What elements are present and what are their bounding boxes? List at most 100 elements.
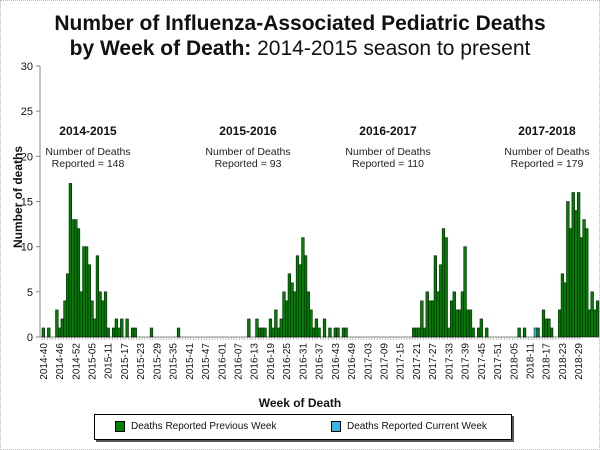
season-line1: Number of Deaths xyxy=(345,146,431,158)
bar-previous-week xyxy=(568,228,573,338)
season-line2: Reported = 110 xyxy=(352,158,424,170)
y-tick-label: 15 xyxy=(21,197,33,209)
season-label: 2014-2015 xyxy=(59,124,117,138)
bar-previous-week xyxy=(114,318,118,338)
bar-previous-week xyxy=(306,291,310,338)
bar-previous-week xyxy=(468,309,473,338)
bar-previous-week xyxy=(112,327,116,338)
chart-title-line1: Number of Influenza-Associated Pediatric… xyxy=(54,12,546,35)
bar-previous-week xyxy=(341,327,346,338)
x-tick-label: 2017-45 xyxy=(477,343,488,380)
y-tick-label: 5 xyxy=(27,287,33,299)
bar-previous-week xyxy=(79,291,83,338)
title-bold-part: by Week of Death: xyxy=(69,37,252,60)
y-tick-label: 10 xyxy=(21,242,33,254)
x-tick-label: 2016-19 xyxy=(266,343,277,380)
season-line1: Number of Deaths xyxy=(45,146,131,158)
x-tick-label: 2015-23 xyxy=(136,343,147,380)
bar-previous-week xyxy=(522,327,527,338)
bar-previous-week xyxy=(247,318,251,338)
x-tick-label: 2015-35 xyxy=(169,343,180,380)
legend: Deaths Reported Previous Week Deaths Rep… xyxy=(94,414,512,440)
x-tick-label: 2015-05 xyxy=(88,343,99,380)
season-line2: Reported = 148 xyxy=(51,158,125,170)
bar-previous-week xyxy=(458,309,462,338)
bar-previous-week xyxy=(439,264,443,338)
season-line1: Number of Deaths xyxy=(205,146,291,158)
bar-previous-week xyxy=(290,282,294,338)
bar-previous-week xyxy=(422,327,427,338)
bar-previous-week xyxy=(312,327,316,338)
bar-previous-week xyxy=(276,327,281,338)
legend-swatch-previous xyxy=(115,421,125,432)
bar-previous-week xyxy=(55,309,59,338)
x-tick-label: 2017-09 xyxy=(379,343,390,380)
bar-previous-week xyxy=(582,219,586,338)
bar-previous-week xyxy=(298,264,302,338)
bar-previous-week xyxy=(282,291,286,338)
bar-previous-week xyxy=(258,327,262,338)
bar-previous-week xyxy=(71,219,75,338)
bar-previous-week xyxy=(420,300,424,338)
bar-previous-week xyxy=(479,318,483,338)
season-annotation-2017-2018: 2017-2018 Number of Deaths Reported = 179 xyxy=(487,124,600,170)
x-tick-label: 2014-40 xyxy=(39,343,50,380)
x-tick-label: 2016-01 xyxy=(217,343,228,380)
bar-previous-week xyxy=(74,219,78,338)
bar-previous-week xyxy=(87,264,91,338)
season-line2: Reported = 93 xyxy=(214,158,282,170)
legend-swatch-current xyxy=(331,421,341,432)
bar-previous-week xyxy=(60,318,64,338)
x-tick-label: 2018-11 xyxy=(525,343,536,379)
x-tick-label: 2017-33 xyxy=(444,343,455,380)
bar-previous-week xyxy=(85,246,89,338)
x-tick-label: 2017-03 xyxy=(363,343,374,380)
x-tick-label: 2018-05 xyxy=(509,343,520,380)
x-tick-label: 2017-27 xyxy=(428,343,439,380)
bar-previous-week xyxy=(103,291,108,338)
bar-previous-week xyxy=(428,300,432,338)
bar-previous-week xyxy=(541,309,546,338)
season-label: 2017-2018 xyxy=(518,124,576,138)
x-tick-label: 2016-37 xyxy=(315,343,326,380)
bar-previous-week xyxy=(563,282,567,338)
bar-previous-week xyxy=(314,318,319,338)
bar-previous-week xyxy=(260,327,264,338)
bar-previous-week xyxy=(303,255,308,338)
x-tick-label: 2017-21 xyxy=(412,343,423,380)
x-tick-label: 2016-43 xyxy=(331,343,342,380)
bar-previous-week xyxy=(271,327,275,338)
x-tick-label: 2015-41 xyxy=(185,343,196,380)
bar-previous-week xyxy=(590,291,594,338)
y-tick-label: 30 xyxy=(21,61,33,73)
x-tick-label: 2015-47 xyxy=(201,343,212,380)
bar-previous-week xyxy=(455,309,459,338)
bar-previous-week xyxy=(417,327,421,338)
bar-previous-week xyxy=(274,309,278,338)
bar-previous-week xyxy=(460,291,464,338)
bar-previous-week xyxy=(431,300,435,338)
bar-previous-week xyxy=(463,246,467,338)
bar-previous-week xyxy=(566,201,570,338)
bar-previous-week xyxy=(176,327,181,338)
bar-previous-week xyxy=(295,255,300,338)
bar-previous-week xyxy=(447,327,451,338)
bar-previous-week xyxy=(287,273,291,338)
bar-previous-week xyxy=(82,246,86,338)
bar-previous-week xyxy=(309,309,313,338)
bar-previous-week xyxy=(279,318,283,338)
bar-previous-week xyxy=(425,291,429,338)
bar-previous-week xyxy=(293,291,297,338)
bar-previous-week xyxy=(301,237,305,338)
x-tick-label: 2014-46 xyxy=(55,343,66,380)
x-tick-label: 2016-31 xyxy=(298,343,309,380)
bar-previous-week xyxy=(322,318,327,338)
bar-previous-week xyxy=(414,327,419,338)
bar-previous-week xyxy=(595,300,600,338)
x-tick-label: 2016-07 xyxy=(234,343,245,380)
bar-previous-week xyxy=(133,327,137,338)
bar-previous-week xyxy=(560,273,565,338)
bar-previous-week xyxy=(47,327,51,338)
bar-previous-week xyxy=(471,327,475,338)
bar-previous-week xyxy=(587,309,592,338)
